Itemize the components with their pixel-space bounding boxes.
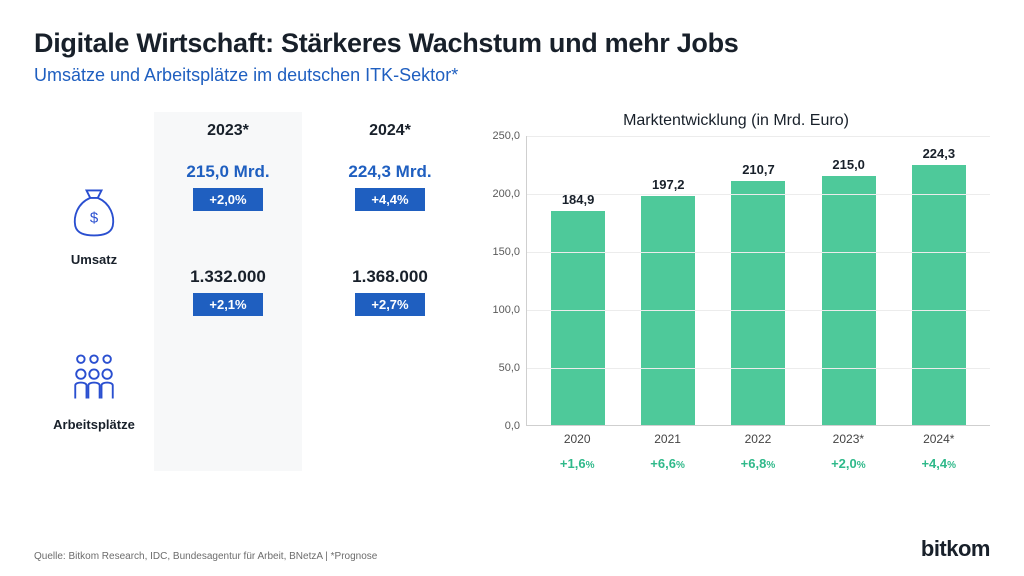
umsatz-label: Umsatz (34, 252, 154, 267)
arbeit-icon-block: Arbeitsplätze (34, 346, 154, 432)
bar-unit: 215,0 (817, 157, 881, 425)
xlabel: 2023* (816, 432, 880, 446)
chart-yaxis: 0,050,0100,0150,0200,0250,0 (482, 136, 526, 426)
source-text: Quelle: Bitkom Research, IDC, Bundesagen… (34, 551, 377, 562)
xlabel: 2021 (636, 432, 700, 446)
svg-text:$: $ (90, 210, 99, 227)
chart-plot: 184,9 197,2 210,7 215,0 224,3 (526, 136, 990, 426)
chart-title: Marktentwicklung (in Mrd. Euro) (482, 112, 990, 130)
bar (822, 176, 876, 425)
ytick: 250,0 (492, 130, 520, 142)
umsatz-2023-value: 215,0 Mrd. (162, 162, 294, 182)
brand-logo: bitkom (921, 536, 990, 562)
growth-label: +1,6% (545, 456, 609, 471)
page-title: Digitale Wirtschaft: Stärkeres Wachstum … (34, 28, 990, 59)
xlabel: 2022 (726, 432, 790, 446)
ytick: 50,0 (499, 362, 520, 374)
col-2023: 2023* 215,0 Mrd. +2,0% 1.332.000 +2,1% (154, 112, 302, 471)
growth-label: +6,6% (636, 456, 700, 471)
arbeit-2023-value: 1.332.000 (162, 267, 294, 287)
col-2024: 2024* 224,3 Mrd. +4,4% 1.368.000 +2,7% (316, 112, 464, 471)
bar-value-label: 197,2 (652, 177, 685, 192)
bar-value-label: 224,3 (923, 146, 956, 161)
bar (731, 181, 785, 425)
bar-unit: 197,2 (636, 177, 700, 425)
people-icon (64, 393, 124, 410)
arbeit-label: Arbeitsplätze (34, 417, 154, 432)
xlabel: 2024* (907, 432, 971, 446)
arbeit-2023-badge: +2,1% (193, 293, 262, 316)
money-bag-icon: $ (64, 228, 124, 245)
umsatz-icon-block: $ Umsatz (34, 181, 154, 267)
bar-value-label: 215,0 (832, 157, 865, 172)
growth-label: +4,4% (907, 456, 971, 471)
umsatz-2024-value: 224,3 Mrd. (324, 162, 456, 182)
bar-unit: 184,9 (546, 192, 610, 425)
umsatz-2024-badge: +4,4% (355, 188, 424, 211)
bar-value-label: 210,7 (742, 162, 775, 177)
chart-panel: Marktentwicklung (in Mrd. Euro) 0,0 50,0 1… (482, 112, 990, 471)
col-header: 2024* (324, 112, 456, 162)
chart-growths: +1,6% +6,6% +6,8% +2,0% +4,4% (526, 446, 990, 471)
page-subtitle: Umsätze und Arbeitsplätze im deutschen I… (34, 65, 990, 86)
bar-unit: 210,7 (726, 162, 790, 425)
growth-label: +6,8% (726, 456, 790, 471)
bar (551, 211, 605, 425)
growth-label: +2,0% (816, 456, 880, 471)
chart-xlabels: 2020 2021 2022 2023* 2024* (526, 426, 990, 446)
metrics-panel: $ Umsatz Arbeitsplätze (34, 112, 464, 471)
xlabel: 2020 (545, 432, 609, 446)
ytick: 150,0 (492, 246, 520, 258)
ytick: 200,0 (492, 188, 520, 200)
ytick: 0,0 (505, 420, 520, 432)
arbeit-2024-value: 1.368.000 (324, 267, 456, 287)
ytick: 100,0 (492, 304, 520, 316)
bar (912, 165, 966, 425)
arbeit-2024-badge: +2,7% (355, 293, 424, 316)
bar-unit: 224,3 (907, 146, 971, 425)
umsatz-2023-badge: +2,0% (193, 188, 262, 211)
col-header: 2023* (162, 112, 294, 162)
